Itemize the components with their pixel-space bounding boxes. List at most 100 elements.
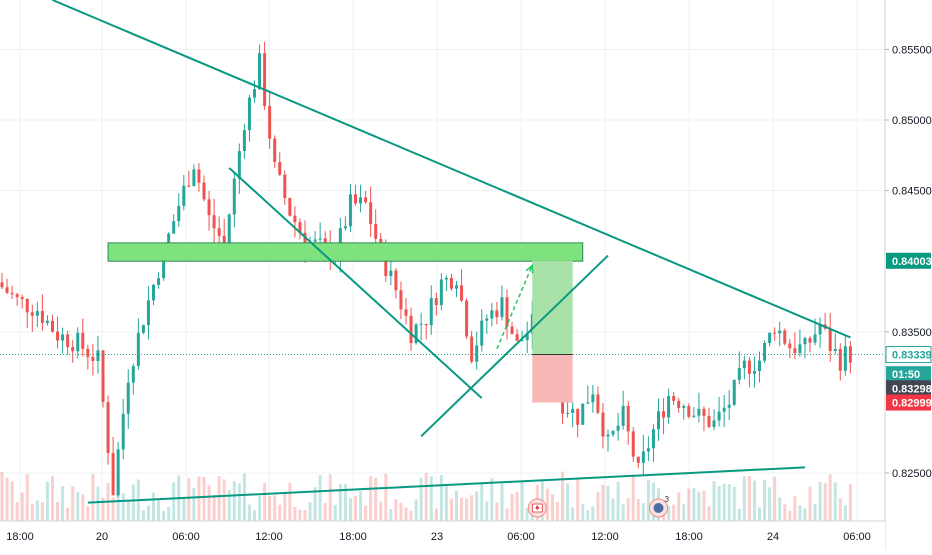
candle-body xyxy=(258,53,262,90)
time-tick-label: 24 xyxy=(767,531,779,543)
volume-bar xyxy=(465,498,469,521)
volume-bar xyxy=(126,500,130,521)
upper-descending-trendline[interactable] xyxy=(52,0,851,339)
candle-body xyxy=(111,453,115,496)
loss-zone[interactable] xyxy=(532,354,573,403)
candle-body xyxy=(677,400,681,408)
globe-shape xyxy=(653,503,664,513)
economic-event-icon[interactable]: 3 xyxy=(649,495,670,518)
volume-bar xyxy=(778,497,782,521)
price-tick-label: 0.84500 xyxy=(892,186,932,198)
volume-bar xyxy=(722,483,726,521)
time-tick-label: 23 xyxy=(431,531,443,543)
candle-body xyxy=(343,226,347,229)
candle-body xyxy=(449,277,453,289)
candle-body xyxy=(470,336,474,362)
price-label-text: 0.84003 xyxy=(892,256,932,268)
volume-bar xyxy=(30,503,34,521)
candle-body xyxy=(424,323,428,326)
candle-body xyxy=(505,297,509,327)
candle-body xyxy=(843,346,847,371)
candle-body xyxy=(146,300,150,326)
volume-bar xyxy=(273,495,277,521)
volume-bar xyxy=(621,504,625,521)
candle-body xyxy=(182,185,186,206)
candle-body xyxy=(354,194,357,204)
drawing-layer[interactable] xyxy=(0,0,885,504)
volume-bar xyxy=(727,484,731,521)
event-layer[interactable]: 3 xyxy=(527,495,670,518)
canada-flag-icon[interactable] xyxy=(527,498,547,518)
candle-body xyxy=(359,197,363,204)
candle-body xyxy=(222,235,226,244)
volume-bar xyxy=(354,496,357,521)
volume-bar xyxy=(343,484,347,521)
candle-body xyxy=(369,202,373,224)
volume-bar xyxy=(626,498,630,521)
candle-body xyxy=(525,333,529,341)
volume-bar xyxy=(646,480,650,521)
volume-bar xyxy=(404,507,408,521)
candle-body xyxy=(636,456,640,463)
volume-bar xyxy=(692,488,696,521)
resistance-zone[interactable] xyxy=(107,242,584,262)
volume-bar xyxy=(217,476,221,521)
candle-body xyxy=(202,182,206,200)
volume-bar xyxy=(803,508,807,521)
candle-body xyxy=(419,323,423,325)
candle-body xyxy=(414,324,418,344)
volume-bar xyxy=(172,482,176,521)
volume-bar xyxy=(10,481,14,521)
candle-body xyxy=(717,411,721,421)
candle-body xyxy=(157,278,161,285)
inner-ascending-trendline[interactable] xyxy=(420,254,609,438)
candle-body xyxy=(253,89,256,98)
candle-body xyxy=(212,215,216,229)
candle-body xyxy=(747,360,751,374)
candle-body xyxy=(288,198,292,216)
volume-bar xyxy=(227,489,231,521)
volume-bar xyxy=(611,498,615,521)
volume-bar xyxy=(116,473,120,521)
volume-bar xyxy=(697,491,701,521)
volume-bar xyxy=(253,510,256,521)
candle-body xyxy=(81,332,85,349)
candle-body xyxy=(646,448,650,452)
projection-arrow[interactable] xyxy=(496,265,533,350)
price-axis[interactable] xyxy=(885,0,932,550)
candle-body xyxy=(500,297,504,318)
lower-ascending-trendline[interactable] xyxy=(87,466,805,504)
candle-body xyxy=(30,312,34,316)
candle-body xyxy=(298,222,302,233)
candle-body xyxy=(232,178,236,215)
candle-body xyxy=(828,328,832,351)
candle-body xyxy=(323,238,327,243)
inner-descending-trendline[interactable] xyxy=(228,167,483,399)
volume-bar xyxy=(556,501,559,521)
volume-bar xyxy=(268,495,272,521)
volume-bar xyxy=(515,492,519,521)
volume-bar xyxy=(389,509,393,521)
volume-bar xyxy=(818,481,822,521)
candle-body xyxy=(217,228,221,236)
volume-bar xyxy=(278,504,282,521)
volume-bar xyxy=(288,482,292,521)
candle-body xyxy=(626,405,630,432)
candle-body xyxy=(35,311,39,316)
volume-bar xyxy=(313,487,317,521)
candle-body xyxy=(86,348,90,357)
volume-bar xyxy=(348,498,352,521)
candle-body xyxy=(490,310,494,319)
volume-bar xyxy=(293,507,297,521)
volume-bar xyxy=(318,475,322,521)
candle-body xyxy=(20,297,24,299)
candle-body xyxy=(167,233,171,246)
volume-bar xyxy=(672,504,676,521)
volume-bar xyxy=(550,493,554,521)
profit-zone[interactable] xyxy=(532,260,573,355)
candle-body xyxy=(207,199,211,216)
time-axis[interactable] xyxy=(0,521,885,550)
